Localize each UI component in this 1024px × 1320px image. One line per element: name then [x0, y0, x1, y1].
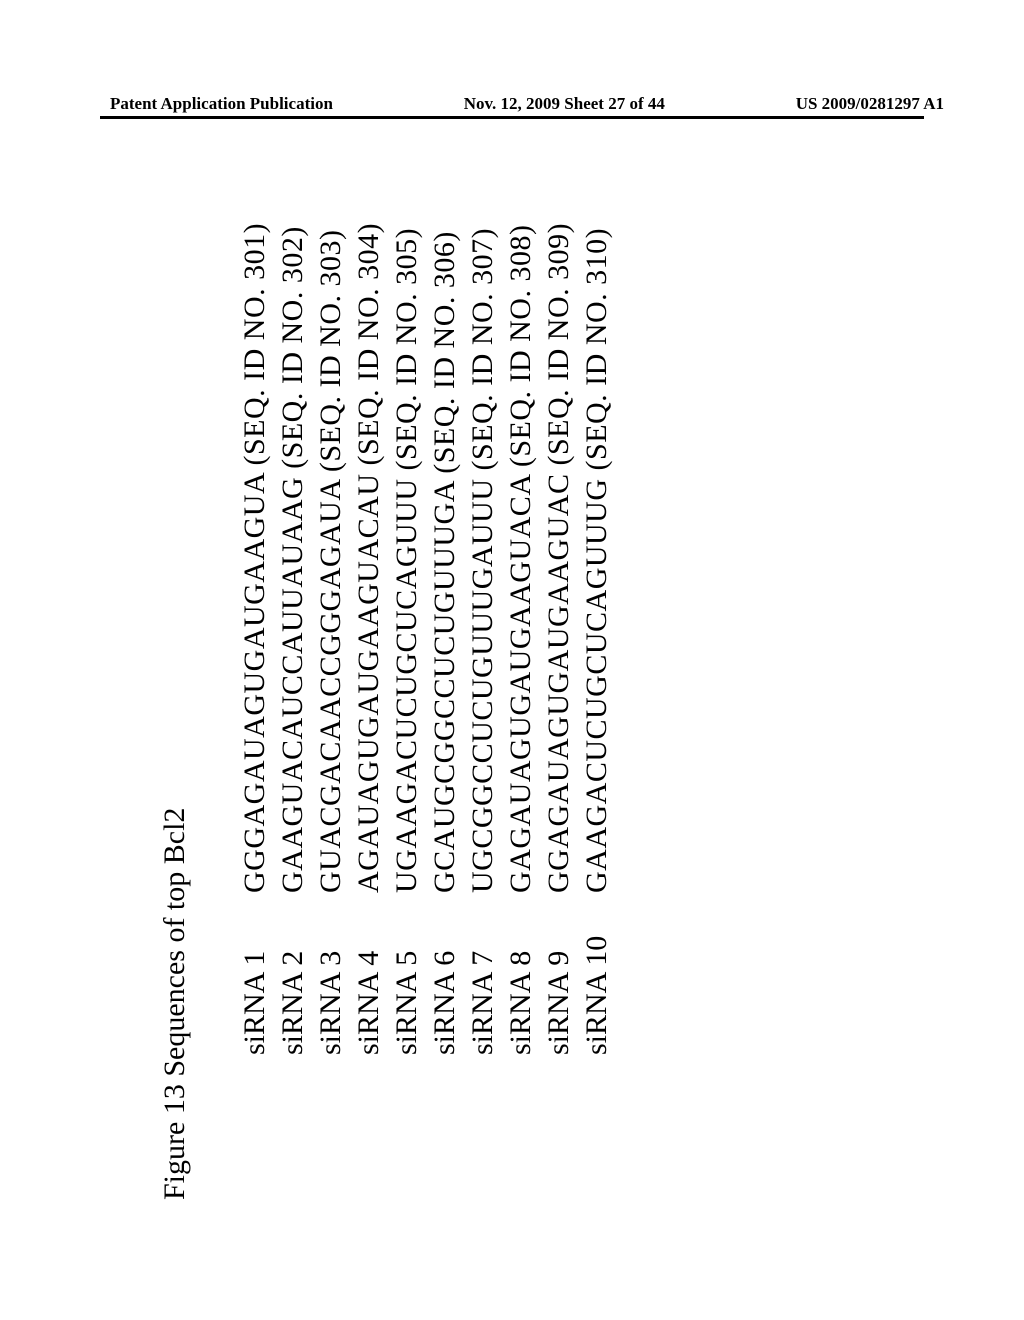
seq-row: siRNA 3 GUACGACAACCGGGAGAUA (SEQ. ID NO.…	[314, 223, 348, 1055]
seq-label: siRNA 2	[276, 893, 310, 1055]
seq-label: siRNA 4	[352, 893, 386, 1055]
seq-row: siRNA 2 GAAGUACAUCCAUUAUAAG (SEQ. ID NO.…	[276, 223, 310, 1055]
sequence-list: siRNA 1 GGGAGAUAGUGAUGAAGUA (SEQ. ID NO.…	[238, 223, 618, 1055]
page-header: Patent Application Publication Nov. 12, …	[0, 94, 1024, 114]
seq-row: siRNA 10 GAAGACUCUGCUCAGUUUG (SEQ. ID NO…	[580, 223, 614, 1055]
seq-label: siRNA 5	[390, 893, 424, 1055]
seq-text: UGCGGCCUCUGUUUGAUUU (SEQ. ID NO. 307)	[466, 228, 500, 893]
seq-row: siRNA 8 GAGAUAGUGAUGAAGUACA (SEQ. ID NO.…	[504, 223, 538, 1055]
seq-text: UGAAGACUCUGCUCAGUUU (SEQ. ID NO. 305)	[390, 228, 424, 893]
seq-row: siRNA 4 AGAUAGUGAUGAAGUACAU (SEQ. ID NO.…	[352, 223, 386, 1055]
seq-text: GAAGACUCUGCUCAGUUUG (SEQ. ID NO. 310)	[580, 228, 614, 893]
seq-label: siRNA 9	[542, 893, 576, 1055]
seq-label: siRNA 8	[504, 893, 538, 1055]
seq-row: siRNA 1 GGGAGAUAGUGAUGAAGUA (SEQ. ID NO.…	[238, 223, 272, 1055]
header-center: Nov. 12, 2009 Sheet 27 of 44	[464, 94, 665, 114]
seq-text: GGGAGAUAGUGAUGAAGUA (SEQ. ID NO. 301)	[238, 223, 272, 893]
seq-text: GGAGAUAGUGAUGAAGUAC (SEQ. ID NO. 309)	[542, 223, 576, 893]
seq-row: siRNA 7 UGCGGCCUCUGUUUGAUUU (SEQ. ID NO.…	[466, 223, 500, 1055]
seq-text: GUACGACAACCGGGAGAUA (SEQ. ID NO. 303)	[314, 230, 348, 894]
figure-title: Figure 13 Sequences of top Bcl2	[158, 808, 192, 1200]
seq-label: siRNA 6	[428, 893, 462, 1055]
seq-row: siRNA 6 GCAUGCGGCCUCUGUUUGA (SEQ. ID NO.…	[428, 223, 462, 1055]
figure-content: Figure 13 Sequences of top Bcl2 siRNA 1 …	[130, 145, 910, 1245]
header-left: Patent Application Publication	[110, 94, 333, 114]
rotated-content: Figure 13 Sequences of top Bcl2 siRNA 1 …	[130, 145, 910, 1245]
header-divider	[100, 116, 924, 119]
seq-row: siRNA 9 GGAGAUAGUGAUGAAGUAC (SEQ. ID NO.…	[542, 223, 576, 1055]
seq-text: GCAUGCGGCCUCUGUUUGA (SEQ. ID NO. 306)	[428, 231, 462, 893]
seq-text: AGAUAGUGAUGAAGUACAU (SEQ. ID NO. 304)	[352, 223, 386, 893]
header-right: US 2009/0281297 A1	[796, 94, 944, 114]
seq-label: siRNA 3	[314, 893, 348, 1055]
seq-text: GAGAUAGUGAUGAAGUACA (SEQ. ID NO. 308)	[504, 225, 538, 893]
seq-label: siRNA 10	[580, 893, 614, 1055]
seq-row: siRNA 5 UGAAGACUCUGCUCAGUUU (SEQ. ID NO.…	[390, 223, 424, 1055]
seq-text: GAAGUACAUCCAUUAUAAG (SEQ. ID NO. 302)	[276, 226, 310, 893]
seq-label: siRNA 1	[238, 893, 272, 1055]
seq-label: siRNA 7	[466, 893, 500, 1055]
